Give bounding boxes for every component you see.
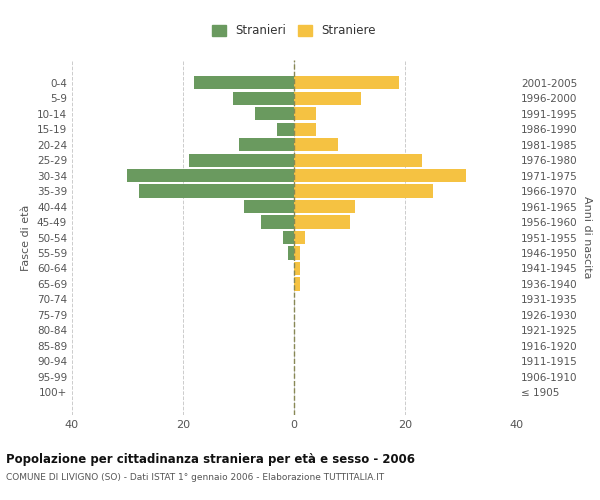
Bar <box>194 76 294 90</box>
Bar <box>239 138 294 151</box>
Bar <box>294 122 316 136</box>
Y-axis label: Anni di nascita: Anni di nascita <box>581 196 592 279</box>
Legend: Stranieri, Straniere: Stranieri, Straniere <box>207 20 381 42</box>
Bar <box>289 246 294 260</box>
Bar <box>294 169 466 182</box>
Bar <box>294 107 316 120</box>
Bar <box>277 122 294 136</box>
Bar <box>233 92 294 105</box>
Bar <box>255 107 294 120</box>
Bar <box>294 278 299 290</box>
Bar <box>188 154 294 166</box>
Bar <box>294 76 400 90</box>
Bar <box>294 246 299 260</box>
Bar <box>294 184 433 198</box>
Bar <box>294 231 305 244</box>
Bar <box>139 184 294 198</box>
Text: Popolazione per cittadinanza straniera per età e sesso - 2006: Popolazione per cittadinanza straniera p… <box>6 452 415 466</box>
Bar <box>294 154 422 166</box>
Bar <box>294 216 349 228</box>
Bar <box>294 92 361 105</box>
Bar <box>244 200 294 213</box>
Bar <box>127 169 294 182</box>
Bar <box>283 231 294 244</box>
Text: COMUNE DI LIVIGNO (SO) - Dati ISTAT 1° gennaio 2006 - Elaborazione TUTTITALIA.IT: COMUNE DI LIVIGNO (SO) - Dati ISTAT 1° g… <box>6 472 384 482</box>
Bar <box>294 262 299 275</box>
Y-axis label: Fasce di età: Fasce di età <box>22 204 31 270</box>
Bar <box>294 200 355 213</box>
Bar <box>260 216 294 228</box>
Bar <box>294 138 338 151</box>
